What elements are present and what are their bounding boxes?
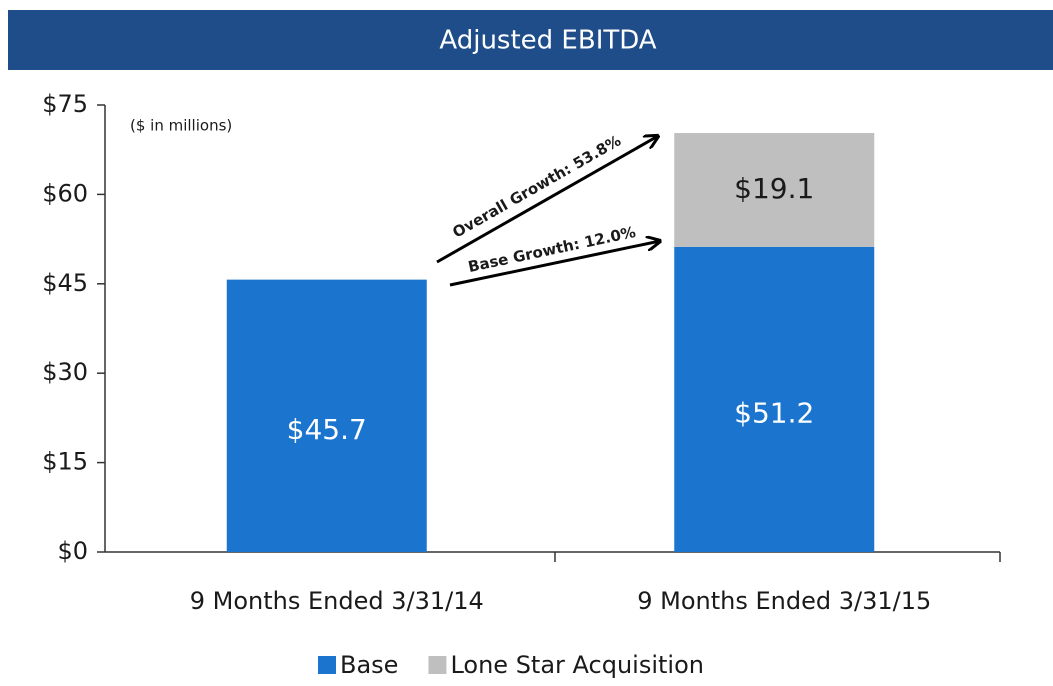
overall-arrow bbox=[436, 136, 658, 264]
legend-swatch bbox=[428, 656, 447, 674]
value-label: $19.1 bbox=[734, 172, 814, 205]
y-tick-label: $30 bbox=[42, 358, 88, 386]
value-label: $51.2 bbox=[734, 396, 814, 429]
legend-label: Base bbox=[340, 651, 398, 679]
unit-note: ($ in millions) bbox=[130, 117, 232, 135]
y-tick-label: $0 bbox=[57, 537, 88, 565]
y-tick-label: $75 bbox=[42, 90, 88, 118]
y-tick-label: $45 bbox=[42, 269, 88, 297]
x-tick-label: 9 Months Ended 3/31/15 bbox=[637, 587, 931, 615]
y-tick-label: $15 bbox=[42, 448, 88, 476]
legend-swatch bbox=[318, 656, 336, 674]
chart-title: Adjusted EBITDA bbox=[439, 26, 656, 56]
bar-segment bbox=[674, 246, 875, 552]
bar-segment bbox=[226, 279, 427, 552]
base-arrow bbox=[449, 241, 660, 287]
title-bar bbox=[8, 10, 1053, 70]
overall-growth-label: Overall Growth: 53.8% bbox=[449, 132, 624, 242]
value-label: $45.7 bbox=[287, 413, 367, 446]
x-tick-label: 9 Months Ended 3/31/14 bbox=[190, 587, 484, 615]
bar-segment bbox=[674, 133, 875, 247]
y-tick-label: $60 bbox=[42, 179, 88, 207]
legend-label: Lone Star Acquisition bbox=[450, 651, 704, 679]
